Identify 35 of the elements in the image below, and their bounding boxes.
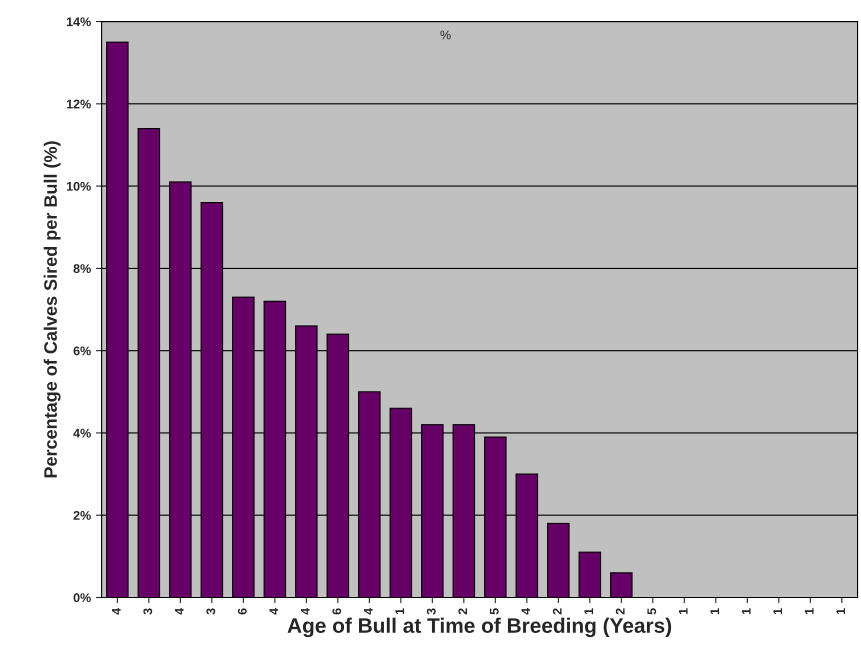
x-tick-label: 3 [143, 608, 152, 615]
x-tick-label: 3 [426, 608, 436, 615]
x-tick-label: 4 [269, 608, 278, 615]
x-tick-label: 3 [206, 608, 216, 615]
x-tick-label: 2 [552, 608, 562, 614]
y-tick-label: 10% [66, 182, 91, 191]
x-tick-label: 2 [458, 608, 468, 614]
x-tick-label: 4 [300, 608, 310, 615]
x-tick-label: 1 [395, 608, 404, 614]
x-tick-label: 4 [112, 608, 121, 615]
y-tick-label: 6% [74, 346, 91, 356]
x-tick-label: 6 [332, 608, 342, 614]
x-tick-label: 1 [804, 608, 814, 614]
y-tick-label: 8% [74, 264, 91, 274]
x-tick-label: 1 [836, 608, 846, 614]
y-tick-label: 2% [74, 511, 91, 520]
x-tick-label: 1 [710, 608, 720, 614]
y-tick-label: 4% [73, 428, 91, 438]
x-tick-label: 4 [174, 608, 184, 615]
x-tick-label: 2 [616, 608, 625, 614]
x-tick-label: 1 [773, 608, 782, 614]
y-tick-label: 0% [74, 593, 91, 602]
x-tick-label: 6 [238, 608, 247, 614]
x-tick-label: 4 [521, 608, 530, 615]
x-tick-label: 1 [742, 608, 751, 614]
y-tick-label: 12% [66, 100, 91, 108]
y-axis-title: Percentage of Calves Sired per Bull (%) [44, 141, 61, 478]
x-tick-label: 5 [647, 608, 656, 614]
y-tick-label: 14% [66, 17, 91, 26]
x-tick-label: 1 [678, 608, 688, 614]
x-tick-label: 5 [490, 608, 499, 614]
x-axis-title: Age of Bull at Time of Breeding (Years) [288, 618, 672, 638]
annotation: % [440, 30, 451, 40]
x-tick-label: 1 [584, 608, 594, 614]
x-tick-label: 4 [364, 608, 373, 615]
